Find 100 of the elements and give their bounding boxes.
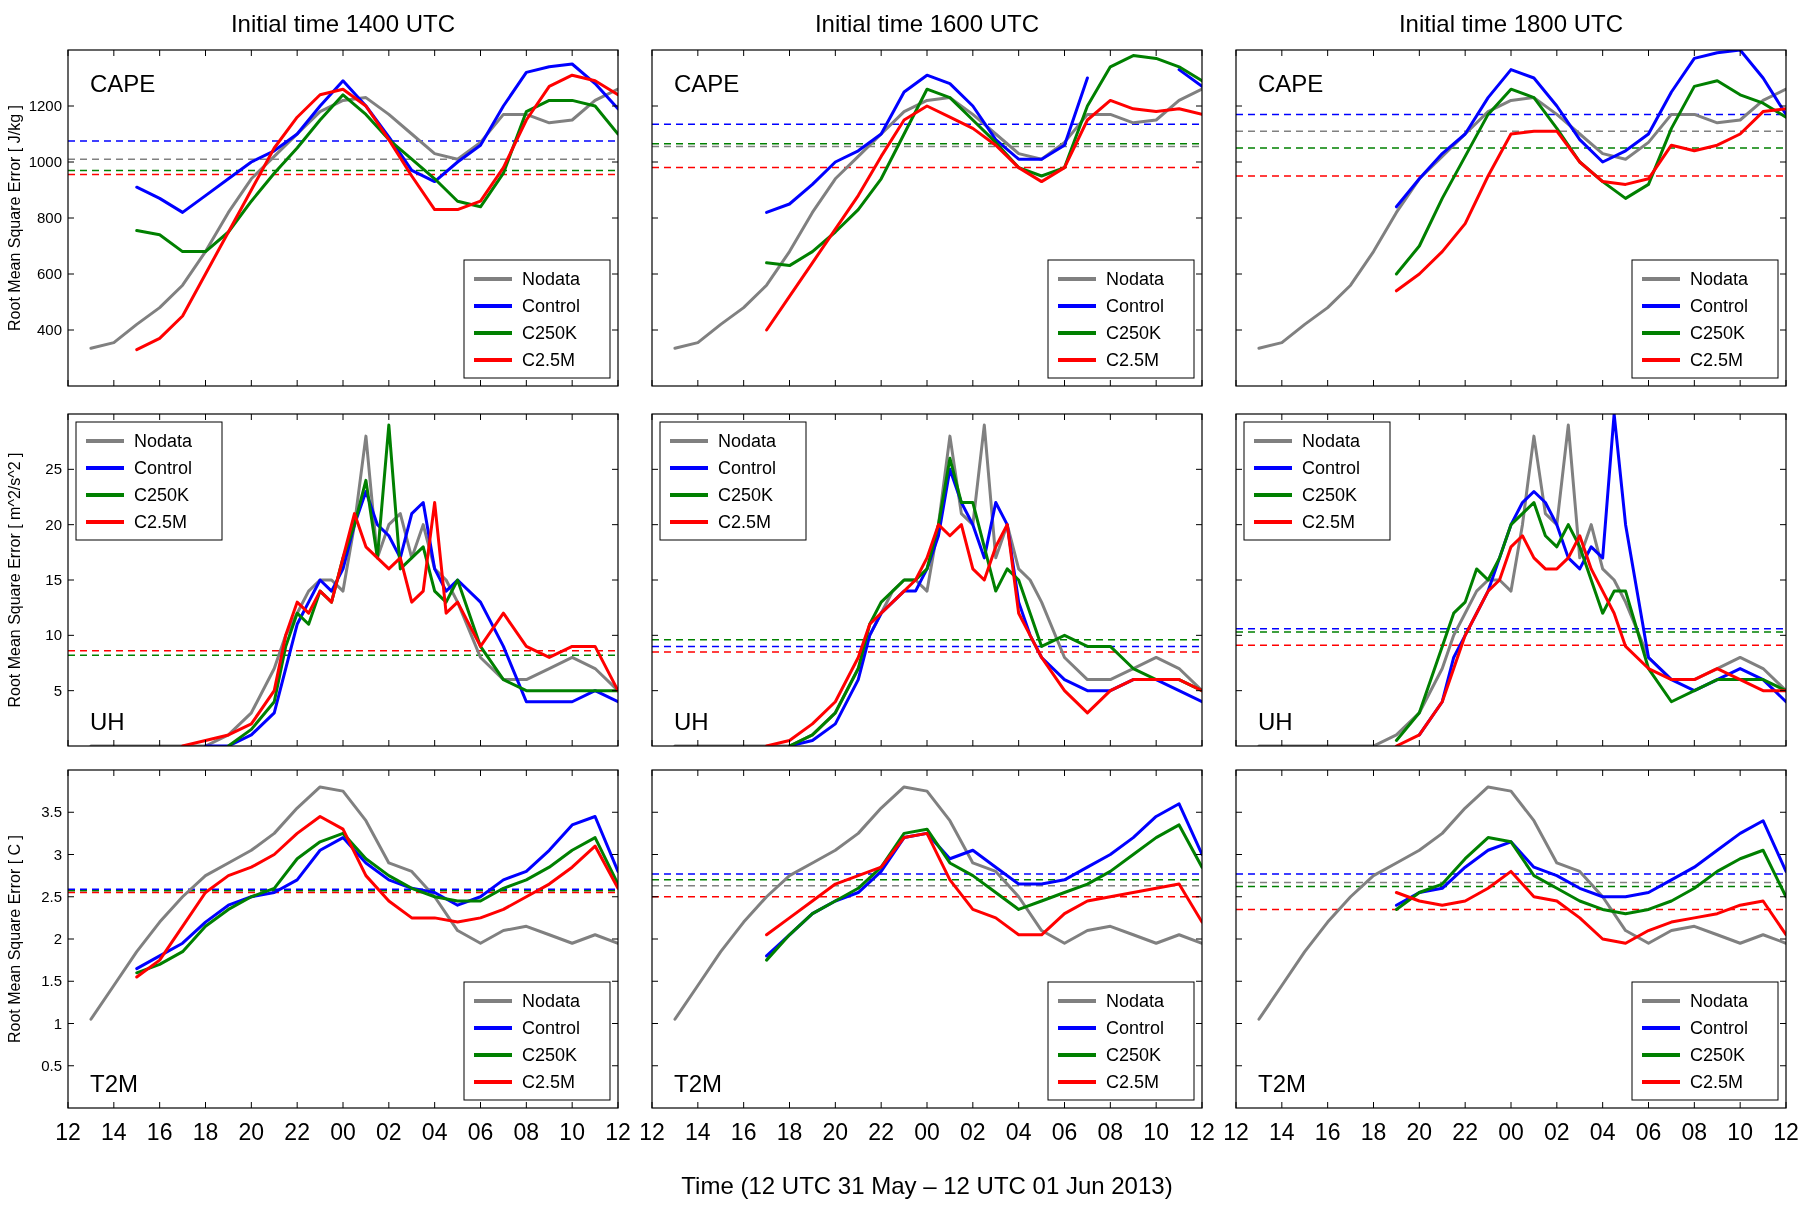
y-tick-label: 0.5 bbox=[41, 1056, 62, 1074]
x-tick-label: 18 bbox=[776, 1119, 803, 1145]
legend-label: C250K bbox=[718, 485, 774, 505]
legend-label: C250K bbox=[522, 1045, 578, 1065]
legend-label: Nodata bbox=[522, 269, 582, 289]
x-tick-label: 08 bbox=[1681, 1119, 1708, 1145]
legend-label: C250K bbox=[1106, 1045, 1162, 1065]
y-tick-label: 3 bbox=[53, 845, 62, 863]
legend-label: C250K bbox=[1690, 1045, 1746, 1065]
x-tick-label: 22 bbox=[1452, 1119, 1478, 1145]
legend-label: C2.5M bbox=[1690, 350, 1744, 370]
legend-label: Control bbox=[522, 296, 581, 316]
legend-label: C250K bbox=[522, 323, 578, 343]
x-tick-label: 12 bbox=[1773, 1119, 1799, 1145]
legend-label: Control bbox=[1690, 1018, 1749, 1038]
y-axis-title: Root Mean Square Error [ J/kg ] bbox=[6, 105, 23, 331]
legend-label: Control bbox=[522, 1018, 581, 1038]
x-tick-label: 14 bbox=[101, 1119, 127, 1145]
legend-label: C2.5M bbox=[718, 512, 772, 532]
legend-label: C250K bbox=[1302, 485, 1358, 505]
x-tick-label: 12 bbox=[639, 1119, 665, 1145]
x-tick-label: 02 bbox=[960, 1119, 986, 1145]
x-tick-label: 10 bbox=[559, 1119, 585, 1145]
annotation: UH bbox=[1258, 708, 1293, 735]
y-tick-label: 2.5 bbox=[41, 887, 62, 905]
legend-label: Nodata bbox=[718, 431, 778, 451]
y-tick-label: 10 bbox=[45, 626, 62, 644]
x-tick-label: 16 bbox=[730, 1119, 757, 1145]
annotation: CAPE bbox=[1258, 70, 1324, 97]
y-tick-label: 1.5 bbox=[41, 972, 62, 990]
x-tick-label: 04 bbox=[1589, 1119, 1616, 1145]
chart-title: Initial time 1600 UTC bbox=[814, 10, 1040, 37]
y-tick-label: 1 bbox=[53, 1014, 62, 1032]
annotation: T2M bbox=[1258, 1070, 1306, 1097]
x-tick-label: 08 bbox=[513, 1119, 540, 1145]
legend-label: C2.5M bbox=[1690, 1072, 1744, 1092]
x-tick-label: 18 bbox=[1360, 1119, 1387, 1145]
y-tick-label: 600 bbox=[36, 265, 62, 282]
legend-label: Nodata bbox=[1690, 269, 1750, 289]
legend-label: C250K bbox=[134, 485, 190, 505]
legend-label: Nodata bbox=[1302, 431, 1362, 451]
x-tick-label: 12 bbox=[605, 1119, 631, 1145]
legend-label: C2.5M bbox=[1106, 350, 1160, 370]
legend-label: Control bbox=[1302, 458, 1361, 478]
x-tick-label: 00 bbox=[330, 1119, 356, 1145]
y-tick-label: 1000 bbox=[28, 153, 62, 170]
x-tick-label: 16 bbox=[146, 1119, 173, 1145]
chart-title: Initial time 1400 UTC bbox=[230, 10, 456, 37]
legend-label: Control bbox=[718, 458, 777, 478]
x-tick-label: 20 bbox=[1406, 1119, 1433, 1145]
y-tick-label: 3.5 bbox=[41, 803, 62, 821]
annotation: T2M bbox=[90, 1070, 138, 1097]
annotation: UH bbox=[90, 708, 125, 735]
legend-label: Control bbox=[134, 458, 193, 478]
legend-label: C2.5M bbox=[522, 1072, 576, 1092]
y-tick-label: 400 bbox=[36, 321, 62, 338]
x-tick-label: 12 bbox=[55, 1119, 81, 1145]
y-tick-label: 2 bbox=[53, 930, 62, 947]
legend-label: Control bbox=[1106, 1018, 1165, 1038]
x-tick-label: 14 bbox=[1269, 1119, 1295, 1145]
legend-label: Nodata bbox=[1106, 269, 1166, 289]
x-tick-label: 16 bbox=[1314, 1119, 1341, 1145]
legend-label: C2.5M bbox=[1106, 1072, 1160, 1092]
legend-label: Control bbox=[1106, 296, 1165, 316]
x-tick-label: 06 bbox=[1635, 1119, 1662, 1145]
annotation: UH bbox=[674, 708, 709, 735]
x-tick-label: 02 bbox=[1544, 1119, 1570, 1145]
x-tick-label: 22 bbox=[284, 1119, 310, 1145]
x-tick-label: 14 bbox=[685, 1119, 711, 1145]
y-axis-title: Root Mean Square Error [ C ] bbox=[6, 834, 23, 1044]
y-tick-label: 15 bbox=[45, 571, 62, 588]
x-tick-label: 12 bbox=[1223, 1119, 1249, 1145]
legend-label: C250K bbox=[1106, 323, 1162, 343]
legend-label: Nodata bbox=[1106, 991, 1166, 1011]
x-axis-title: Time (12 UTC 31 May – 12 UTC 01 Jun 2013) bbox=[681, 1172, 1173, 1199]
legend-label: C2.5M bbox=[522, 350, 576, 370]
x-tick-label: 20 bbox=[822, 1119, 849, 1145]
legend-label: Nodata bbox=[134, 431, 194, 451]
x-tick-label: 12 bbox=[1189, 1119, 1215, 1145]
chart-title: Initial time 1800 UTC bbox=[1398, 10, 1624, 37]
y-tick-label: 20 bbox=[45, 515, 62, 533]
y-tick-label: 5 bbox=[53, 681, 62, 699]
x-tick-label: 00 bbox=[914, 1119, 940, 1145]
legend-label: Nodata bbox=[522, 991, 582, 1011]
y-axis-title: Root Mean Square Error [ m^2/s^2 ] bbox=[6, 452, 23, 708]
legend-label: Nodata bbox=[1690, 991, 1750, 1011]
annotation: CAPE bbox=[674, 70, 740, 97]
legend-label: C2.5M bbox=[1302, 512, 1356, 532]
annotation: T2M bbox=[674, 1070, 722, 1097]
y-tick-label: 1200 bbox=[28, 97, 62, 114]
x-tick-label: 06 bbox=[467, 1119, 494, 1145]
legend-label: C2.5M bbox=[134, 512, 188, 532]
x-tick-label: 20 bbox=[238, 1119, 265, 1145]
y-tick-label: 25 bbox=[45, 460, 62, 478]
x-tick-label: 10 bbox=[1143, 1119, 1169, 1145]
x-tick-label: 18 bbox=[192, 1119, 219, 1145]
x-tick-label: 10 bbox=[1727, 1119, 1753, 1145]
legend-label: C250K bbox=[1690, 323, 1746, 343]
x-tick-label: 02 bbox=[376, 1119, 402, 1145]
x-tick-label: 00 bbox=[1498, 1119, 1524, 1145]
